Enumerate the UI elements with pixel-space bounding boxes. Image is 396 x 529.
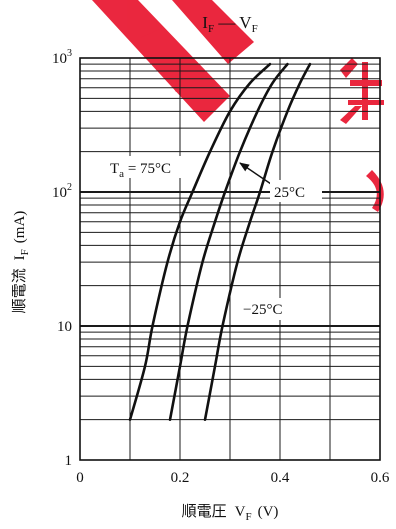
annotation-75c-main: T <box>110 161 119 177</box>
x-label-unit: (V) <box>258 504 279 520</box>
title-main1: I <box>202 13 208 32</box>
watermark <box>92 0 384 212</box>
y-tick-base: 10 <box>57 319 72 335</box>
y-label-sub: F <box>19 249 31 255</box>
y-tick-label: 102 <box>52 182 72 201</box>
x-tick-label: 0.6 <box>371 470 390 486</box>
annotation-bg <box>240 298 298 320</box>
y-tick-base: 10 <box>52 51 67 67</box>
y-label-unit: (mA) <box>12 211 28 244</box>
y-tick-exponent: 3 <box>67 48 72 59</box>
series-curve-0 <box>128 62 272 421</box>
y-label-prefix: 順電流 <box>11 268 28 313</box>
y-tick-base: 1 <box>65 453 73 469</box>
x-axis-label: 順電圧 VF (V) <box>182 503 279 523</box>
title-sub2: F <box>252 23 258 35</box>
x-label-prefix: 順電圧 <box>182 503 227 520</box>
annotation-25c: 25°C <box>239 162 322 202</box>
y-tick-label: 103 <box>52 48 72 67</box>
curves <box>128 62 312 421</box>
title-sub1: F <box>208 23 214 35</box>
y-axis-label: 順電流 IF (mA) <box>11 211 31 314</box>
annotation-75c-text: Ta = 75°C <box>110 161 171 180</box>
plot-frame <box>79 57 381 461</box>
watermark-stroke <box>172 0 254 64</box>
x-tick-label: 0.4 <box>271 470 290 486</box>
annotation-minus25c: −25°C <box>240 298 298 320</box>
annotation-75c-sub: a <box>119 168 124 180</box>
annotation-bg <box>106 156 194 178</box>
x-tick-label: 0 <box>76 470 84 486</box>
series-curve-2 <box>203 62 312 421</box>
series-curve-1 <box>168 62 289 421</box>
annotation-25c-arrow <box>239 162 275 187</box>
annotation-75c-rest: = 75°C <box>124 161 171 177</box>
y-tick-exponent: 2 <box>67 182 72 193</box>
annotation-minus25c-text: −25°C <box>243 302 282 318</box>
watermark-stroke <box>340 58 384 124</box>
x-label-sub: F <box>245 511 251 523</box>
chart-title: IF — VF <box>202 13 257 35</box>
annotation-bg <box>270 180 322 202</box>
y-tick-base: 10 <box>52 185 67 201</box>
grid <box>80 58 380 460</box>
y-tick-label: 10 <box>57 319 72 335</box>
y-tick-label: 1 <box>65 453 73 469</box>
title-main2: V <box>239 13 252 32</box>
watermark-stroke <box>140 28 196 92</box>
x-tick-label: 0.2 <box>171 470 190 486</box>
annotation-75c: Ta = 75°C <box>106 156 194 180</box>
x-label-var: V <box>235 504 246 520</box>
annotation-25c-text: 25°C <box>274 185 305 201</box>
y-label-var: I <box>12 255 28 260</box>
title-sep: — <box>214 13 239 32</box>
